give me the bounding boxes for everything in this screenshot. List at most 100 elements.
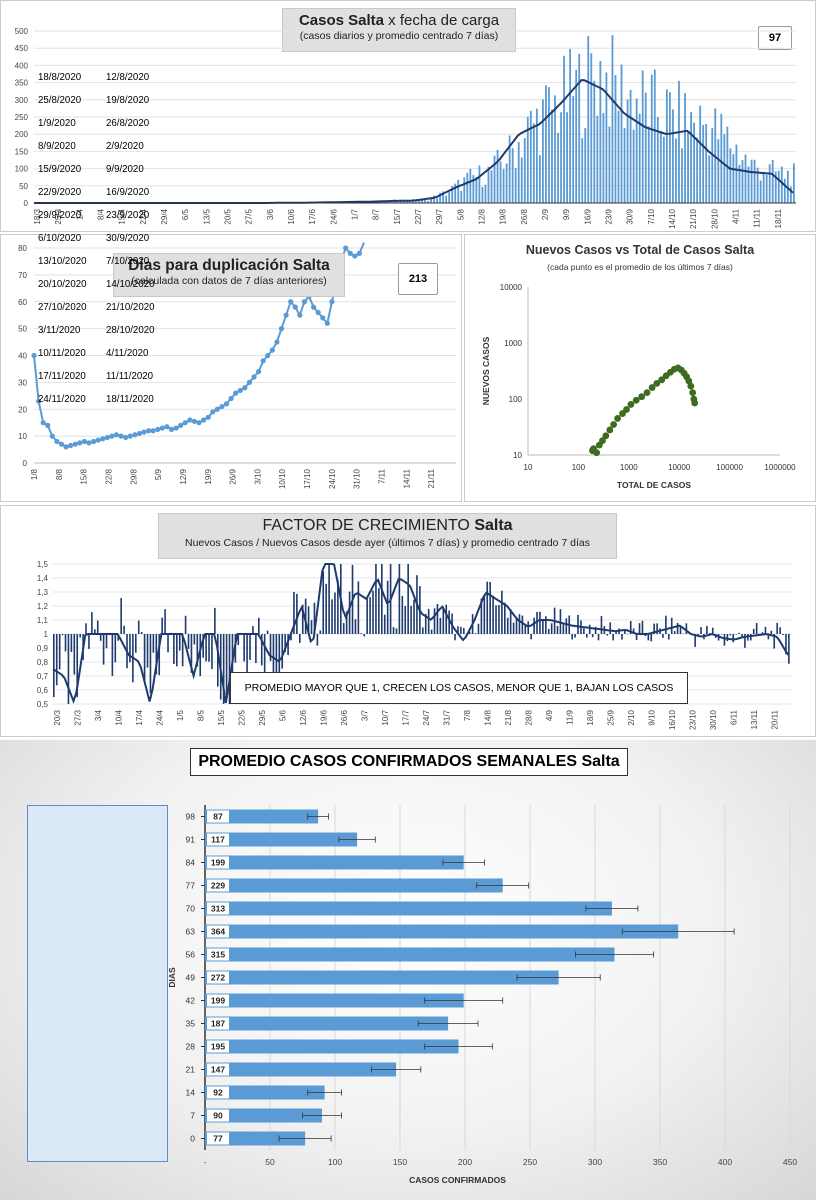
casos-xtick: 1/4 [75,208,84,220]
factor-xtick: 10/7 [381,709,390,725]
factor-bar [624,629,626,634]
casos-bar [569,48,572,203]
date-row: 20/10/2020 14/10/2020 [28,279,167,293]
factor-bar [457,626,459,634]
factor-bar [187,634,190,649]
sem-bar [205,832,358,847]
date-end: 29/9/2020 [38,209,82,221]
dup-point [123,434,129,441]
casos-bar [578,53,581,203]
dup-point [329,299,335,305]
factor-bar [673,631,676,634]
casos-xtick: 25/3 [54,208,63,224]
casos-bar [451,185,454,203]
dup-point [127,433,133,439]
casos-ytick: 300 [15,96,29,105]
factor-bar [307,606,310,634]
factor-bar [301,604,304,634]
date-end: 20/10/2020 [38,278,87,290]
date-end: 22/9/2020 [38,186,82,198]
casos-bar [623,128,626,203]
date-end: 1/9/2020 [38,117,76,129]
factor-bar [196,634,199,667]
factor-xtick: 22/5 [238,709,247,725]
dup-ytick: 80 [18,244,27,253]
factor-bar [442,608,445,634]
factor-subtitle: Nuevos Casos / Nuevos Casos desde ayer (… [184,537,591,549]
dup-xtick: 22/8 [104,468,113,484]
sem-dias-label: 0 [190,1134,195,1144]
casos-bar [780,166,783,203]
factor-bar [161,617,163,634]
factor-xtick: 31/7 [443,709,452,725]
dup-point [100,436,106,442]
factor-ytick: 0,9 [37,644,49,653]
factor-bar [621,634,623,640]
scatter-xtick: 100 [572,463,586,472]
casos-xtick: 16/9 [583,208,592,224]
factor-bar [208,634,210,662]
factor-bar [372,590,374,634]
scatter-ytick: 100 [509,395,523,404]
scatter-point [602,432,610,440]
casos-bar [399,201,402,203]
factor-bar [184,615,187,634]
dup-ytick: 30 [18,378,27,387]
dup-ytick: 0 [23,459,28,468]
dup-point [136,430,143,437]
dup-point [191,418,198,424]
casos-xtick: 18/11 [774,208,783,228]
factor-bar [140,632,143,634]
casos-bar [590,53,593,204]
casos-bar [520,157,523,203]
scatter-point [643,389,651,397]
date-start: 14/10/2020 [106,278,155,290]
date-row: 18/8/2020 12/8/2020 [28,72,167,86]
factor-bar [632,628,635,634]
factor-bar [682,633,685,635]
duplicacion-subtitle: (calculada con datos de 7 días anteriore… [131,275,327,287]
date-start: 21/10/2020 [106,301,155,313]
factor-bar [709,633,711,634]
sem-value-label: 92 [213,1088,223,1098]
casos-bar [387,201,390,203]
dup-point [145,428,152,434]
dup-point [86,440,92,446]
factor-bar [676,622,679,634]
factor-title-main: FACTOR DE CRECIMIENTO [262,517,475,534]
dup-point [49,433,55,439]
factor-bar [422,627,424,634]
factor-bar [665,615,667,634]
casos-bar [605,72,608,203]
dup-point [81,438,88,445]
factor-bar [228,634,231,704]
dup-ytick: 60 [18,298,27,307]
factor-bar [594,626,597,634]
casos-bar [551,109,553,203]
dup-point [141,429,147,435]
casos-bar [617,110,620,203]
factor-bar [463,627,465,634]
casos-bar [705,123,708,203]
casos-bar [720,113,723,203]
casos-bar [548,87,550,203]
factor-bar [556,626,559,634]
factor-bar [460,626,462,634]
factor-bar [348,591,351,634]
casos-ytick: 150 [15,147,29,156]
factor-bar [94,629,96,634]
factor-xtick: 1/5 [176,709,185,721]
casos-xtick: 26/8 [520,208,529,224]
factor-bar [530,634,532,640]
casos-bar [408,200,411,203]
factor-bar [293,592,295,634]
factor-bar [120,598,122,634]
casos-bar [424,199,426,203]
dup-point [104,434,110,441]
casos-bar [729,148,732,203]
casos-bar [511,148,514,203]
dup-xtick: 29/8 [129,468,138,484]
casos-ytick: 100 [15,165,29,174]
factor-bar [656,623,658,634]
factor-bar [214,607,216,634]
